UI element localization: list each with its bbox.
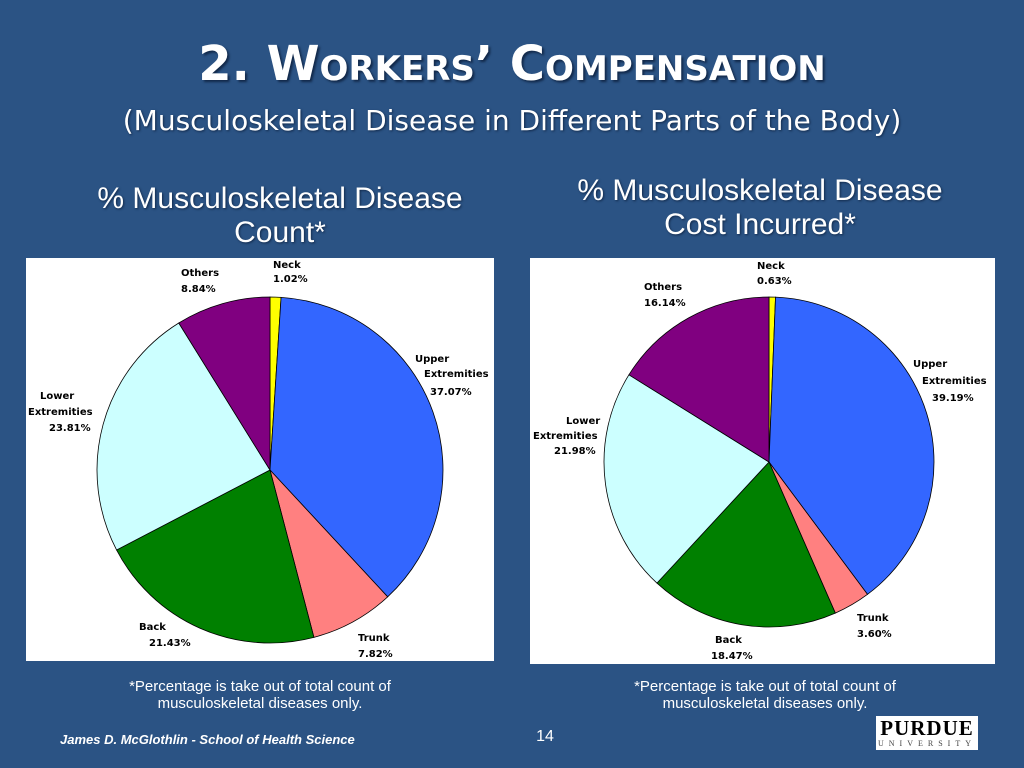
slice-name-label: Extremities	[533, 431, 598, 442]
slice-name-label: Neck	[273, 260, 301, 271]
slice-value-label: 21.43%	[149, 638, 191, 649]
slice-value-label: 3.60%	[857, 629, 892, 640]
chart-note-cost: *Percentage is take out of total count o…	[545, 678, 985, 712]
slice-name-label: Trunk	[857, 613, 889, 624]
footer-author: James D. McGlothlin - School of Health S…	[60, 732, 355, 747]
slice-name-label: Trunk	[358, 633, 390, 644]
slice-value-label: 18.47%	[711, 651, 753, 662]
chart-title-line2: Cost Incurred*	[664, 208, 856, 241]
slice-name-label: Neck	[757, 261, 785, 272]
pie-slice-others	[178, 296, 271, 472]
chart-title-count: % Musculoskeletal Disease Count*	[20, 182, 540, 250]
slice-value-label: 7.82%	[358, 649, 393, 660]
logo-word: PURDUE	[880, 716, 974, 740]
slice-name-label: Lower	[40, 391, 74, 402]
chart-note-line1: *Percentage is take out of total count o…	[129, 678, 391, 695]
slice-value-label: 8.84%	[181, 284, 216, 295]
pie-slice-back	[116, 469, 315, 644]
pie-slice-upper-extremities	[269, 296, 444, 598]
chart-note-count: *Percentage is take out of total count o…	[40, 678, 480, 712]
pie-slice-lower-extremities	[96, 322, 271, 551]
slice-name-label: Extremities	[922, 376, 987, 387]
slice-name-label: Extremities	[28, 407, 93, 418]
chart-title-line2: Count*	[234, 216, 326, 249]
pie-slice-others	[628, 296, 770, 463]
slice-name-label: Back	[715, 635, 742, 646]
slide-subtitle: (Musculoskeletal Disease in Different Pa…	[122, 104, 902, 137]
slice-value-label: 21.98%	[554, 446, 596, 457]
slice-value-label: 39.19%	[932, 393, 974, 404]
page-number: 14	[536, 728, 554, 745]
logo-sub: UNIVERSITY	[878, 739, 976, 748]
pie-slice-back	[656, 461, 836, 628]
slide-title: 2. Workers’ Compensation	[198, 36, 826, 92]
chart-note-line1: *Percentage is take out of total count o…	[634, 678, 896, 695]
slice-name-label: Extremities	[424, 369, 489, 380]
slice-name-label: Upper	[913, 359, 947, 370]
chart-note-line2: musculoskeletal diseases only.	[662, 695, 868, 712]
slice-name-label: Others	[644, 282, 682, 293]
slice-name-label: Upper	[415, 354, 449, 365]
slice-value-label: 23.81%	[49, 423, 91, 434]
chart-panel-cost: Neck 0.63% Upper Extremities 39.19% Trunk 3.60…	[530, 258, 995, 664]
slice-value-label: 0.63%	[757, 276, 792, 287]
pie-slice-upper-extremities	[768, 296, 935, 595]
pie-slice-lower-extremities	[603, 374, 770, 584]
pie-chart-cost: Neck 0.63% Upper Extremities 39.19% Trunk 3.60…	[533, 261, 987, 662]
chart-note-line2: musculoskeletal diseases only.	[157, 695, 363, 712]
chart-title-cost: % Musculoskeletal Disease Cost Incurred*	[500, 174, 1020, 242]
pie-chart-count: Neck 1.02% Upper Extremities 37.07% Trunk 7.82…	[28, 260, 489, 660]
slice-name-label: Back	[139, 622, 166, 633]
chart-title-line1: % Musculoskeletal Disease	[577, 174, 943, 207]
slice-value-label: 1.02%	[273, 274, 308, 285]
slice-value-label: 37.07%	[430, 387, 472, 398]
slice-name-label: Others	[181, 268, 219, 279]
purdue-logo: PURDUE UNIVERSITY	[876, 716, 978, 750]
chart-title-line1: % Musculoskeletal Disease	[97, 182, 463, 215]
chart-panel-count: Neck 1.02% Upper Extremities 37.07% Trunk 7.82…	[26, 258, 494, 661]
slice-name-label: Lower	[566, 416, 600, 427]
slice-value-label: 16.14%	[644, 298, 686, 309]
